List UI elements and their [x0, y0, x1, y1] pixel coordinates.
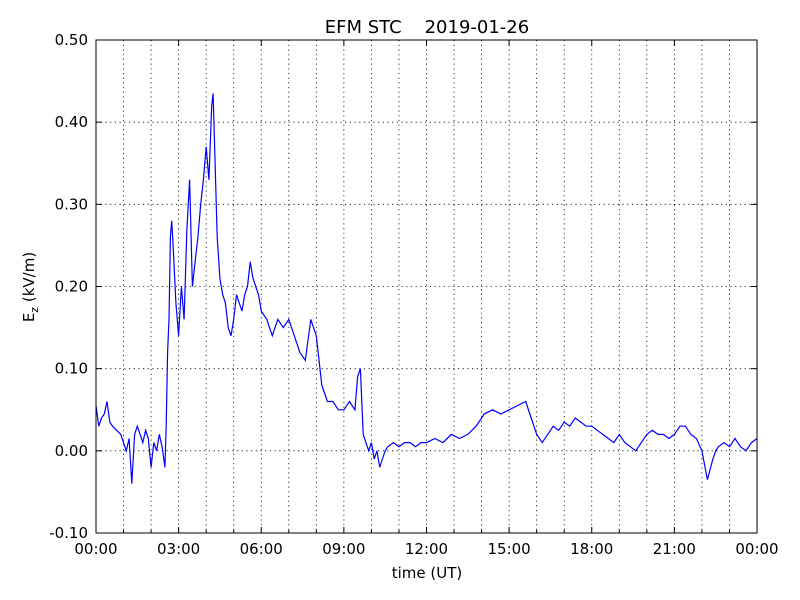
- y-tick-label: 0.10: [55, 360, 88, 378]
- grid-lines: [96, 40, 757, 533]
- y-tick-label: 0.50: [55, 31, 88, 49]
- x-tick-label: 06:00: [240, 540, 283, 558]
- y-tick-label: -0.10: [49, 524, 88, 542]
- tick-marks: [95, 39, 758, 534]
- chart-title: EFM STC 2019-01-26: [325, 17, 529, 38]
- x-tick-label: 00:00: [74, 540, 117, 558]
- x-tick-label: 21:00: [653, 540, 696, 558]
- x-tick-label: 09:00: [322, 540, 365, 558]
- x-tick-label: 00:00: [735, 540, 778, 558]
- x-tick-label: 12:00: [405, 540, 448, 558]
- y-tick-label: 0.20: [55, 278, 88, 296]
- x-tick-label: 15:00: [488, 540, 531, 558]
- x-tick-label: 03:00: [157, 540, 200, 558]
- x-tick-labels: 00:00 03:00 06:00 09:00 12:00 15:00 18:00 21:00…: [74, 540, 778, 558]
- y-axis-label-main: E: [20, 313, 38, 322]
- y-axis-label-unit: (kV/m): [20, 252, 38, 307]
- series-line: [95, 93, 758, 484]
- y-tick-label: 0.30: [55, 195, 88, 213]
- y-axis-label: Ez (kV/m): [20, 252, 41, 322]
- x-tick-label: 18:00: [570, 540, 613, 558]
- y-axis-label-subscript: z: [28, 307, 41, 313]
- y-tick-label: 0.00: [55, 442, 88, 460]
- x-axis-label: time (UT): [392, 564, 463, 582]
- y-tick-label: 0.40: [55, 113, 88, 131]
- y-tick-labels: -0.10 0.00 0.10 0.20 0.30 0.40 0.50: [49, 31, 88, 542]
